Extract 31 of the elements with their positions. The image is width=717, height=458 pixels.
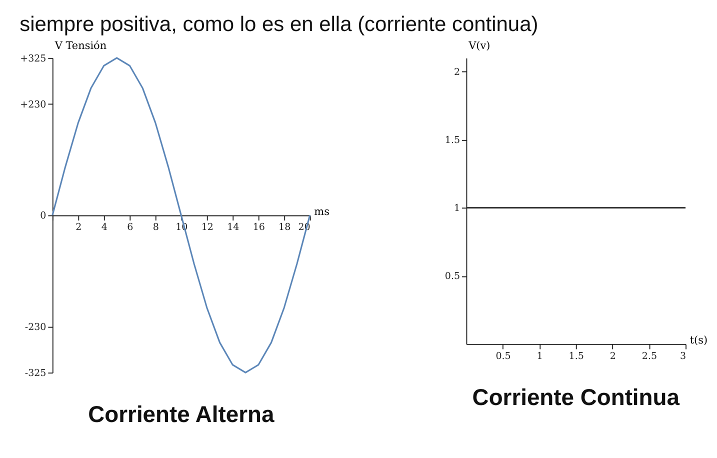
y-axis-title: V(v) <box>468 40 490 52</box>
y-tick-label: 1 <box>454 203 460 214</box>
y-tick-label: -325 <box>24 368 46 379</box>
x-tick-label: 12 <box>201 222 214 234</box>
y-tick-label: +230 <box>20 99 46 110</box>
x-axis-title: ms <box>314 206 330 218</box>
x-tick-label: 3 <box>680 350 686 362</box>
x-tick-label: 2.5 <box>642 350 658 362</box>
text: siempre positiva, como lo es en ella (corriente continua) <box>20 13 538 36</box>
x-tick-label: 8 <box>152 222 159 234</box>
x-axis-title: t(s) <box>690 334 708 346</box>
x-tick-label: 0.5 <box>496 350 511 362</box>
x-tick-label: 1 <box>536 350 543 362</box>
y-tick-label: 0 <box>40 210 46 222</box>
x-tick-label: 4 <box>101 222 108 234</box>
y-tick-label: 0.5 <box>444 271 460 282</box>
y-tick-label: 1.5 <box>444 135 460 146</box>
x-tick-label: 1.5 <box>568 350 584 362</box>
x-tick-label: 16 <box>252 222 265 234</box>
y-tick-label: +325 <box>20 53 46 64</box>
text: Corriente Continua <box>472 384 680 410</box>
text: Corriente Alterna <box>88 401 274 428</box>
x-tick-label: 2 <box>76 222 82 234</box>
y-axis-title: V Tensión <box>54 40 107 52</box>
line-series <box>52 57 311 374</box>
x-tick-label: 14 <box>227 222 240 234</box>
x-tick-label: 2 <box>610 350 616 362</box>
x-tick-label: 18 <box>278 222 291 234</box>
y-tick-label: 2 <box>454 66 460 78</box>
x-tick-label: 6 <box>127 222 134 234</box>
y-tick-label: -230 <box>24 322 46 333</box>
